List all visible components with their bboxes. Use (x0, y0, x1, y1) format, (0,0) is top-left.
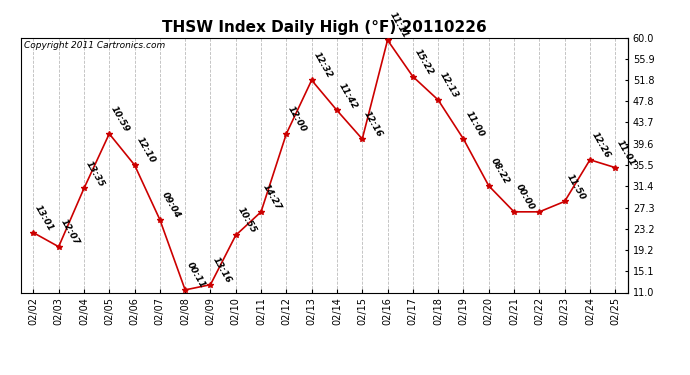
Text: 15:22: 15:22 (413, 47, 435, 76)
Text: 12:32: 12:32 (312, 51, 334, 80)
Text: 00:11: 00:11 (185, 261, 207, 290)
Text: 10:59: 10:59 (109, 105, 131, 134)
Text: 14:27: 14:27 (261, 183, 283, 212)
Text: 12:16: 12:16 (362, 110, 384, 139)
Text: 11:50: 11:50 (564, 172, 586, 201)
Text: 12:26: 12:26 (590, 130, 612, 160)
Text: 13:01: 13:01 (33, 203, 55, 232)
Text: 08:22: 08:22 (489, 156, 511, 186)
Text: 11:11: 11:11 (388, 11, 410, 40)
Text: 12:00: 12:00 (286, 105, 308, 134)
Text: 11:42: 11:42 (337, 81, 359, 110)
Text: 13:16: 13:16 (210, 255, 233, 285)
Text: 09:04: 09:04 (160, 190, 182, 220)
Text: 13:35: 13:35 (84, 159, 106, 188)
Text: 11:01: 11:01 (615, 138, 638, 168)
Text: 00:00: 00:00 (514, 183, 536, 212)
Title: THSW Index Daily High (°F) 20110226: THSW Index Daily High (°F) 20110226 (162, 20, 486, 35)
Text: 11:00: 11:00 (464, 110, 486, 139)
Text: 12:13: 12:13 (438, 70, 460, 100)
Text: 10:55: 10:55 (236, 206, 258, 235)
Text: Copyright 2011 Cartronics.com: Copyright 2011 Cartronics.com (23, 41, 165, 50)
Text: 12:10: 12:10 (135, 136, 157, 165)
Text: 12:07: 12:07 (59, 217, 81, 247)
